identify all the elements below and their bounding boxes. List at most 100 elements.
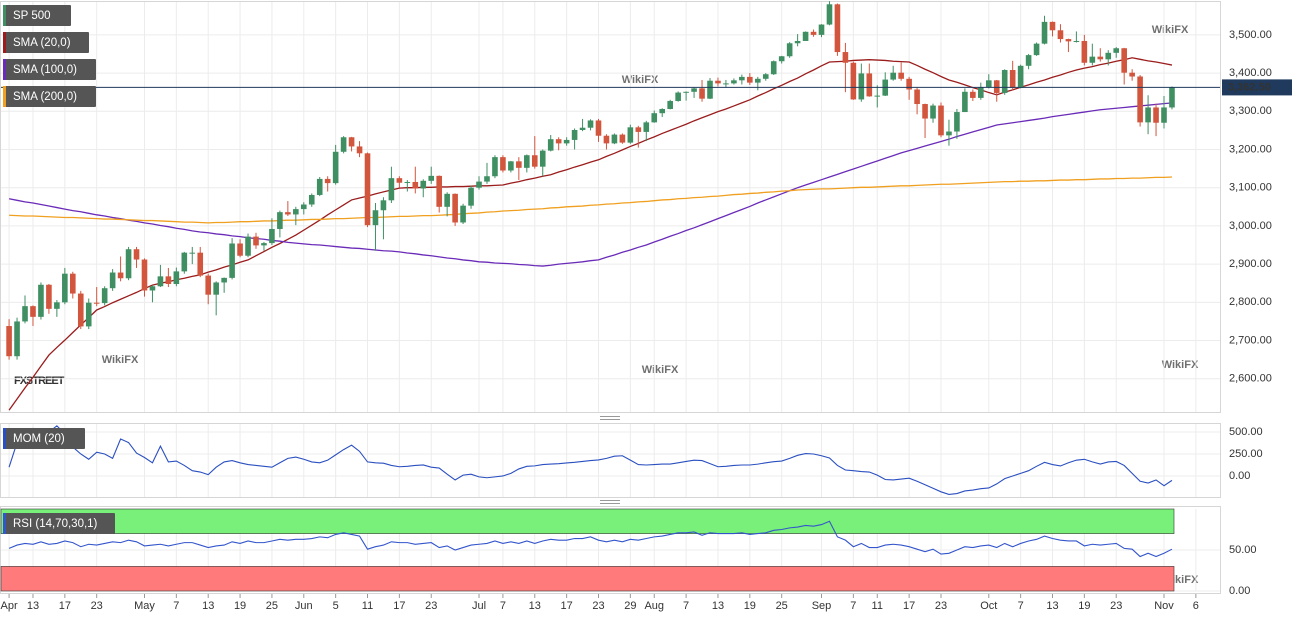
candle-body <box>157 276 164 287</box>
candle-body <box>978 87 984 98</box>
candle-body <box>308 194 315 205</box>
candle-body <box>85 302 92 327</box>
candle-body <box>954 112 960 132</box>
candle-body <box>412 181 419 189</box>
candle-body <box>571 130 578 140</box>
candle-body <box>269 228 275 244</box>
x-tick-label: 13 <box>1046 600 1058 612</box>
candle-body <box>380 200 387 211</box>
candle-body <box>898 72 904 79</box>
candle-body <box>428 175 435 181</box>
x-tick-label: 17 <box>59 600 71 612</box>
last-price-box <box>1222 79 1292 96</box>
candle-body <box>667 100 673 109</box>
candle-body <box>285 212 291 215</box>
candle-body <box>850 62 857 100</box>
candle-body <box>404 181 411 183</box>
candle-body <box>356 146 363 154</box>
candle-body <box>531 155 538 167</box>
legend-swatch <box>3 86 6 107</box>
x-tick-label: 23 <box>592 600 604 612</box>
candle-body <box>938 105 944 136</box>
candle-body <box>595 120 602 136</box>
x-tick-label: 7 <box>683 600 689 612</box>
candle-body <box>237 243 243 256</box>
logo: FXSTREET <box>14 375 65 387</box>
legend-swatch <box>3 32 6 53</box>
candle-body <box>452 193 458 223</box>
candle-body <box>643 122 650 132</box>
candle-body <box>1073 40 1080 42</box>
y-tick-label: 3,100.00 <box>1229 182 1272 194</box>
candle-body <box>516 161 522 168</box>
candle-body <box>1089 56 1096 63</box>
candle-body <box>420 180 427 189</box>
x-tick-label: Jul <box>472 600 486 612</box>
candle-body <box>930 105 936 119</box>
candle-body <box>611 134 618 144</box>
legend-swatch <box>3 513 6 534</box>
candle-body <box>946 131 952 136</box>
y-tick-label: 500.00 <box>1229 426 1263 438</box>
candle-body <box>834 4 841 53</box>
candle-body <box>818 24 825 35</box>
legend-label: SMA (100,0) <box>13 64 77 76</box>
candle-body <box>1081 40 1088 63</box>
candle-body <box>866 73 873 97</box>
candle-body <box>691 88 697 92</box>
candle-body <box>627 127 634 143</box>
candle-body <box>364 153 371 226</box>
candle-body <box>826 4 833 25</box>
candle-body <box>1137 76 1143 123</box>
candle-body <box>1025 55 1032 66</box>
x-tick-label: 23 <box>91 600 103 612</box>
candle-body <box>683 91 689 93</box>
rsi-band <box>0 508 1175 534</box>
candle-body <box>245 236 251 256</box>
y-tick-label: 0.00 <box>1229 470 1250 482</box>
candle-body <box>277 212 283 229</box>
x-tick-label: 19 <box>234 600 246 612</box>
candle-body <box>1145 107 1151 123</box>
candle-body <box>460 205 466 223</box>
candle-body <box>914 89 920 105</box>
candle-body <box>300 204 307 210</box>
candle-body <box>189 252 196 254</box>
candle-body <box>1153 107 1159 123</box>
candle-body <box>906 78 912 90</box>
legend-label: SMA (200,0) <box>13 91 77 103</box>
candle-body <box>396 178 403 183</box>
watermark: WikiFX <box>622 74 659 86</box>
candle-body <box>539 150 546 167</box>
candle-body <box>715 80 721 84</box>
candle-body <box>30 306 36 317</box>
legend-label: SMA (20,0) <box>13 37 71 49</box>
x-tick-label: 17 <box>393 600 405 612</box>
candle-body <box>6 326 12 357</box>
candle-body <box>141 259 148 291</box>
x-tick-label: 13 <box>27 600 39 612</box>
candle-body <box>229 243 235 278</box>
y-tick-label: 3,200.00 <box>1229 143 1272 155</box>
candle-body <box>874 95 881 97</box>
legend-box <box>3 428 85 449</box>
candle-body <box>762 74 769 79</box>
candle-body <box>810 31 817 35</box>
candle-body <box>1057 30 1064 40</box>
x-tick-label: 7 <box>173 600 179 612</box>
candle-body <box>476 181 482 188</box>
candle-body <box>46 284 52 309</box>
candle-body <box>747 76 753 83</box>
candle-body <box>699 88 705 99</box>
x-tick-label: 23 <box>1110 600 1122 612</box>
y-tick-label: 2,700.00 <box>1229 334 1272 346</box>
legend-box <box>3 5 71 26</box>
candle-body <box>723 83 729 85</box>
candle-body <box>970 91 976 98</box>
mom-panel <box>0 423 1221 498</box>
indicator-line <box>8 520 1173 558</box>
x-tick-label: 19 <box>1078 600 1090 612</box>
sma-line <box>8 102 1173 267</box>
